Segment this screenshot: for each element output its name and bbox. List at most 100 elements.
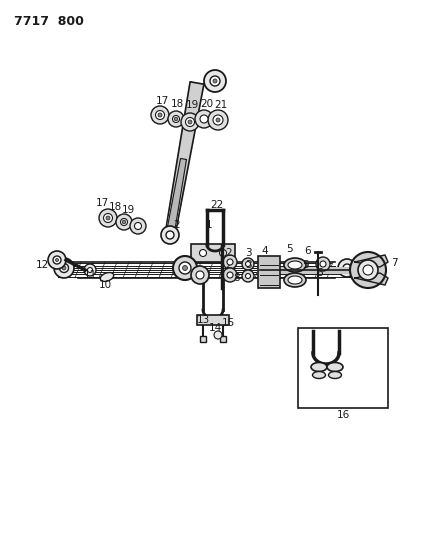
Bar (200, 336, 206, 342)
Bar (197, 315, 229, 325)
Circle shape (199, 249, 206, 256)
Circle shape (48, 251, 66, 269)
Circle shape (195, 110, 213, 128)
Text: 20: 20 (200, 99, 214, 109)
Circle shape (208, 110, 228, 130)
Circle shape (242, 270, 254, 282)
Circle shape (122, 220, 126, 224)
Ellipse shape (329, 372, 342, 378)
Circle shape (84, 264, 96, 276)
Text: 7: 7 (391, 258, 397, 268)
Circle shape (56, 259, 59, 262)
Circle shape (246, 262, 250, 266)
Text: 7717  800: 7717 800 (14, 15, 84, 28)
Circle shape (320, 261, 326, 267)
Circle shape (116, 214, 132, 230)
Text: 3: 3 (245, 248, 251, 258)
Circle shape (161, 226, 179, 244)
Circle shape (188, 120, 192, 124)
Circle shape (343, 264, 351, 272)
Ellipse shape (327, 362, 343, 372)
Text: 8: 8 (234, 273, 240, 283)
Ellipse shape (100, 272, 114, 281)
Circle shape (227, 259, 233, 265)
Bar (258, 256, 280, 288)
Text: 10: 10 (98, 280, 112, 290)
Circle shape (87, 268, 92, 272)
Circle shape (155, 110, 164, 119)
Circle shape (99, 209, 117, 227)
Text: 19: 19 (122, 205, 135, 215)
Circle shape (338, 259, 356, 277)
Circle shape (104, 214, 113, 222)
Polygon shape (355, 255, 388, 267)
Circle shape (214, 331, 222, 339)
Circle shape (358, 260, 378, 280)
Circle shape (62, 266, 66, 270)
Circle shape (106, 216, 110, 220)
Circle shape (213, 115, 223, 125)
Circle shape (173, 256, 197, 280)
Text: 18: 18 (108, 202, 122, 212)
Bar (220, 336, 226, 342)
Text: 17: 17 (95, 198, 109, 208)
Text: 14: 14 (208, 323, 222, 333)
Text: 19: 19 (185, 100, 199, 110)
Ellipse shape (312, 372, 326, 378)
Circle shape (151, 106, 169, 124)
Circle shape (134, 222, 142, 230)
Text: 4: 4 (262, 246, 268, 256)
Text: 17: 17 (155, 96, 169, 106)
Text: 3: 3 (245, 260, 251, 270)
Text: 15: 15 (221, 318, 235, 328)
Circle shape (182, 265, 187, 271)
Text: 6: 6 (317, 268, 323, 278)
Ellipse shape (311, 362, 327, 372)
Circle shape (223, 268, 237, 282)
Bar (298, 328, 388, 408)
Text: 13: 13 (196, 315, 210, 325)
Circle shape (220, 249, 226, 256)
Circle shape (53, 256, 61, 264)
Polygon shape (166, 158, 187, 236)
Polygon shape (165, 82, 204, 236)
Circle shape (130, 218, 146, 234)
Text: 1: 1 (206, 220, 212, 230)
Text: 2: 2 (226, 260, 232, 270)
Circle shape (204, 70, 226, 92)
Circle shape (242, 258, 254, 270)
Text: 5: 5 (287, 244, 293, 254)
Circle shape (196, 271, 204, 279)
Circle shape (227, 272, 233, 278)
Circle shape (191, 266, 209, 284)
Text: 6: 6 (305, 246, 311, 256)
Circle shape (200, 115, 208, 123)
Circle shape (166, 231, 174, 239)
Bar (191, 244, 235, 262)
Ellipse shape (288, 276, 302, 284)
Circle shape (213, 79, 217, 83)
Circle shape (181, 113, 199, 131)
Circle shape (185, 117, 194, 126)
Circle shape (174, 117, 178, 121)
Circle shape (246, 273, 250, 279)
Circle shape (158, 113, 162, 117)
Circle shape (216, 118, 220, 122)
Text: 5: 5 (303, 260, 309, 270)
Text: 16: 16 (336, 410, 350, 420)
Text: 18: 18 (170, 99, 184, 109)
Text: 21: 21 (214, 100, 228, 110)
Circle shape (121, 219, 128, 225)
Text: 2: 2 (174, 220, 180, 230)
Text: 2: 2 (226, 248, 232, 258)
Circle shape (172, 116, 179, 123)
Circle shape (179, 262, 191, 274)
Text: 12: 12 (36, 260, 49, 270)
Circle shape (363, 265, 373, 275)
Circle shape (223, 255, 237, 269)
Circle shape (168, 111, 184, 127)
Circle shape (54, 258, 74, 278)
Ellipse shape (288, 261, 302, 269)
Text: 11: 11 (83, 270, 97, 280)
Polygon shape (355, 273, 388, 285)
